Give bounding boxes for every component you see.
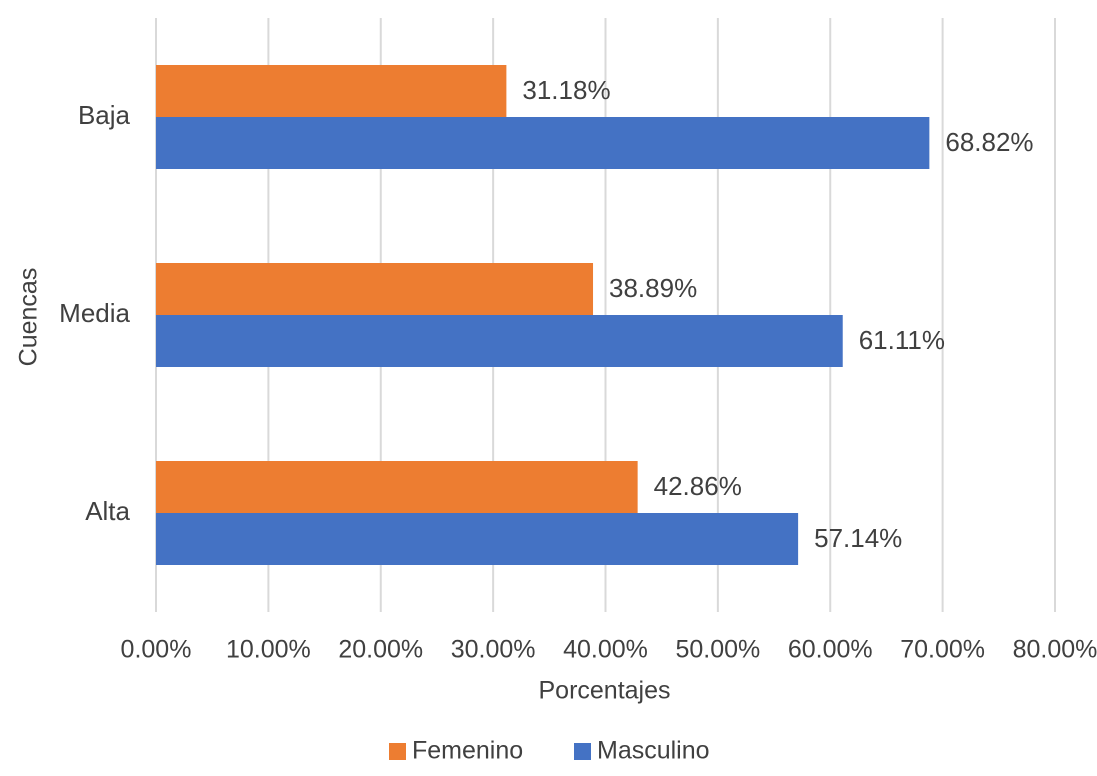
x-axis-title: Porcentajes — [538, 677, 670, 705]
data-label: 68.82% — [945, 127, 1033, 157]
legend-swatch-masculino — [574, 743, 591, 760]
data-label: 42.86% — [654, 471, 742, 501]
data-label: 38.89% — [609, 273, 697, 303]
y-axis-title: Cuencas — [15, 268, 43, 367]
bar-masculino-media — [156, 315, 843, 367]
category-label: Baja — [78, 100, 131, 130]
x-tick-label: 70.00% — [900, 636, 985, 664]
data-label: 57.14% — [814, 523, 902, 553]
x-tick-label: 30.00% — [451, 636, 536, 664]
legend-label: Femenino — [412, 737, 523, 765]
x-tick-label: 0.00% — [121, 636, 192, 664]
legend-label: Masculino — [597, 737, 710, 765]
x-tick-label: 60.00% — [788, 636, 873, 664]
bar-masculino-alta — [156, 513, 799, 565]
category-label: Alta — [85, 496, 130, 526]
data-labels: 31.18% 68.82% 38.89% 61.11% 42.86% 57.14% — [522, 75, 1033, 553]
x-tick-label: 20.00% — [338, 636, 423, 664]
x-tick-label: 10.00% — [226, 636, 311, 664]
x-tick-label: 40.00% — [563, 636, 648, 664]
y-axis-category-labels: Baja Media Alta — [59, 100, 130, 526]
data-label: 31.18% — [522, 75, 610, 105]
x-tick-label: 50.00% — [675, 636, 760, 664]
x-axis-tick-labels: 0.00% 10.00% 20.00% 30.00% 40.00% 50.00% 60.00… — [121, 636, 1097, 664]
category-label: Media — [59, 298, 130, 328]
bar-femenino-media — [156, 263, 594, 315]
bar-masculino-baja — [156, 117, 930, 169]
legend: Femenino Masculino — [389, 737, 710, 765]
x-tick-label: 80.00% — [1013, 636, 1097, 664]
bar-femenino-alta — [156, 461, 638, 513]
bars — [156, 65, 930, 565]
legend-swatch-femenino — [389, 743, 406, 760]
bar-femenino-baja — [156, 65, 507, 117]
data-label: 61.11% — [859, 325, 945, 355]
